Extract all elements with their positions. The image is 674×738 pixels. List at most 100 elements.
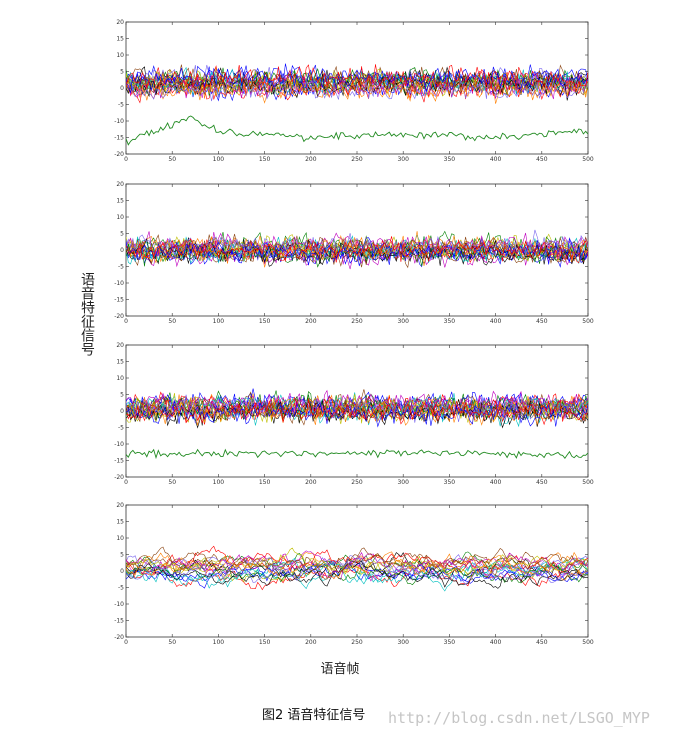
x-tick-label: 100 [213,639,225,646]
x-tick-label: 0 [124,639,128,646]
x-tick-label: 450 [536,639,548,646]
x-tick-label: 300 [397,318,409,325]
x-tick-label: 200 [305,318,317,325]
series-line [126,401,588,428]
y-tick-label: -10 [114,441,124,448]
x-tick-label: 200 [305,156,317,163]
series-group [126,229,588,270]
series-line [126,397,588,425]
series-line [126,393,588,420]
y-tick-label: -20 [114,474,124,481]
x-tick-label: 350 [444,479,456,486]
x-tick-label: 400 [490,639,502,646]
x-tick-label: 450 [536,156,548,163]
y-tick-label: 0 [120,85,124,92]
y-tick-label: -10 [114,280,124,287]
series-group [126,388,588,460]
x-tick-label: 500 [582,156,594,163]
x-tick-label: 250 [351,318,363,325]
y-tick-label: -20 [114,634,124,641]
y-tick-label: 5 [120,392,124,399]
series-line [126,70,588,96]
y-tick-label: 10 [116,214,124,221]
x-tick-label: 400 [490,318,502,325]
series-line [126,231,588,255]
series-line [126,559,588,582]
y-tick-label: -20 [114,313,124,320]
x-tick-label: 0 [124,156,128,163]
x-tick-label: 50 [168,479,176,486]
y-tick-label: 15 [116,198,124,205]
series-line [126,64,588,89]
x-tick-label: 200 [305,639,317,646]
series-line [126,66,588,97]
y-tick-label: 20 [116,342,124,349]
series-line [126,242,588,265]
series-line [126,545,588,575]
x-tick-label: 300 [397,156,409,163]
y-tick-label: -15 [114,135,124,142]
y-tick-label: 0 [120,247,124,254]
y-tick-label: -15 [114,458,124,465]
outlier-series-line [126,115,588,146]
series-line [126,547,588,576]
y-tick-label: 15 [116,36,124,43]
series-line [126,77,588,102]
y-tick-label: -15 [114,297,124,304]
x-tick-label: 400 [490,479,502,486]
y-tick-label: -10 [114,118,124,125]
x-tick-label: 150 [259,156,271,163]
x-tick-label: 100 [213,318,225,325]
series-line [126,560,588,589]
watermark: http://blog.csdn.net/LSGO_MYP [388,709,650,727]
x-tick-label: 200 [305,479,317,486]
x-tick-label: 500 [582,318,594,325]
series-line [126,394,588,419]
x-tick-label: 300 [397,479,409,486]
x-tick-label: 150 [259,479,271,486]
y-tick-label: 0 [120,408,124,415]
y-tick-label: -15 [114,618,124,625]
x-tick-label: 0 [124,479,128,486]
y-tick-label: 5 [120,69,124,76]
x-axis-label: 语音帧 [320,662,360,677]
series-line [126,73,588,100]
x-tick-label: 500 [582,639,594,646]
series-line [126,554,588,581]
x-tick-label: 450 [536,479,548,486]
y-tick-label: -5 [118,585,124,592]
x-tick-label: 300 [397,639,409,646]
series-line [126,389,588,418]
y-tick-label: 20 [116,19,124,26]
x-tick-label: 50 [168,156,176,163]
x-tick-label: 350 [444,156,456,163]
series-line [126,557,588,592]
x-tick-label: 250 [351,639,363,646]
x-tick-label: 50 [168,639,176,646]
y-tick-label: 0 [120,568,124,575]
y-axis-label: 语音特征信号 [79,272,95,356]
series-line [126,561,588,582]
y-tick-label: 15 [116,519,124,526]
y-tick-label: -10 [114,601,124,608]
x-tick-label: 250 [351,479,363,486]
y-tick-label: 20 [116,181,124,188]
x-tick-label: 150 [259,318,271,325]
series-line [126,71,588,101]
x-tick-label: 100 [213,479,225,486]
series-line [126,559,588,590]
y-tick-label: 10 [116,375,124,382]
series-line [126,236,588,264]
series-line [126,399,588,425]
y-tick-label: 10 [116,52,124,59]
figure-caption: 图2 语音特征信号 [262,708,366,723]
y-tick-label: 10 [116,535,124,542]
series-line [126,72,588,102]
series-line [126,229,588,258]
y-tick-label: 20 [116,502,124,509]
series-group [126,63,588,146]
